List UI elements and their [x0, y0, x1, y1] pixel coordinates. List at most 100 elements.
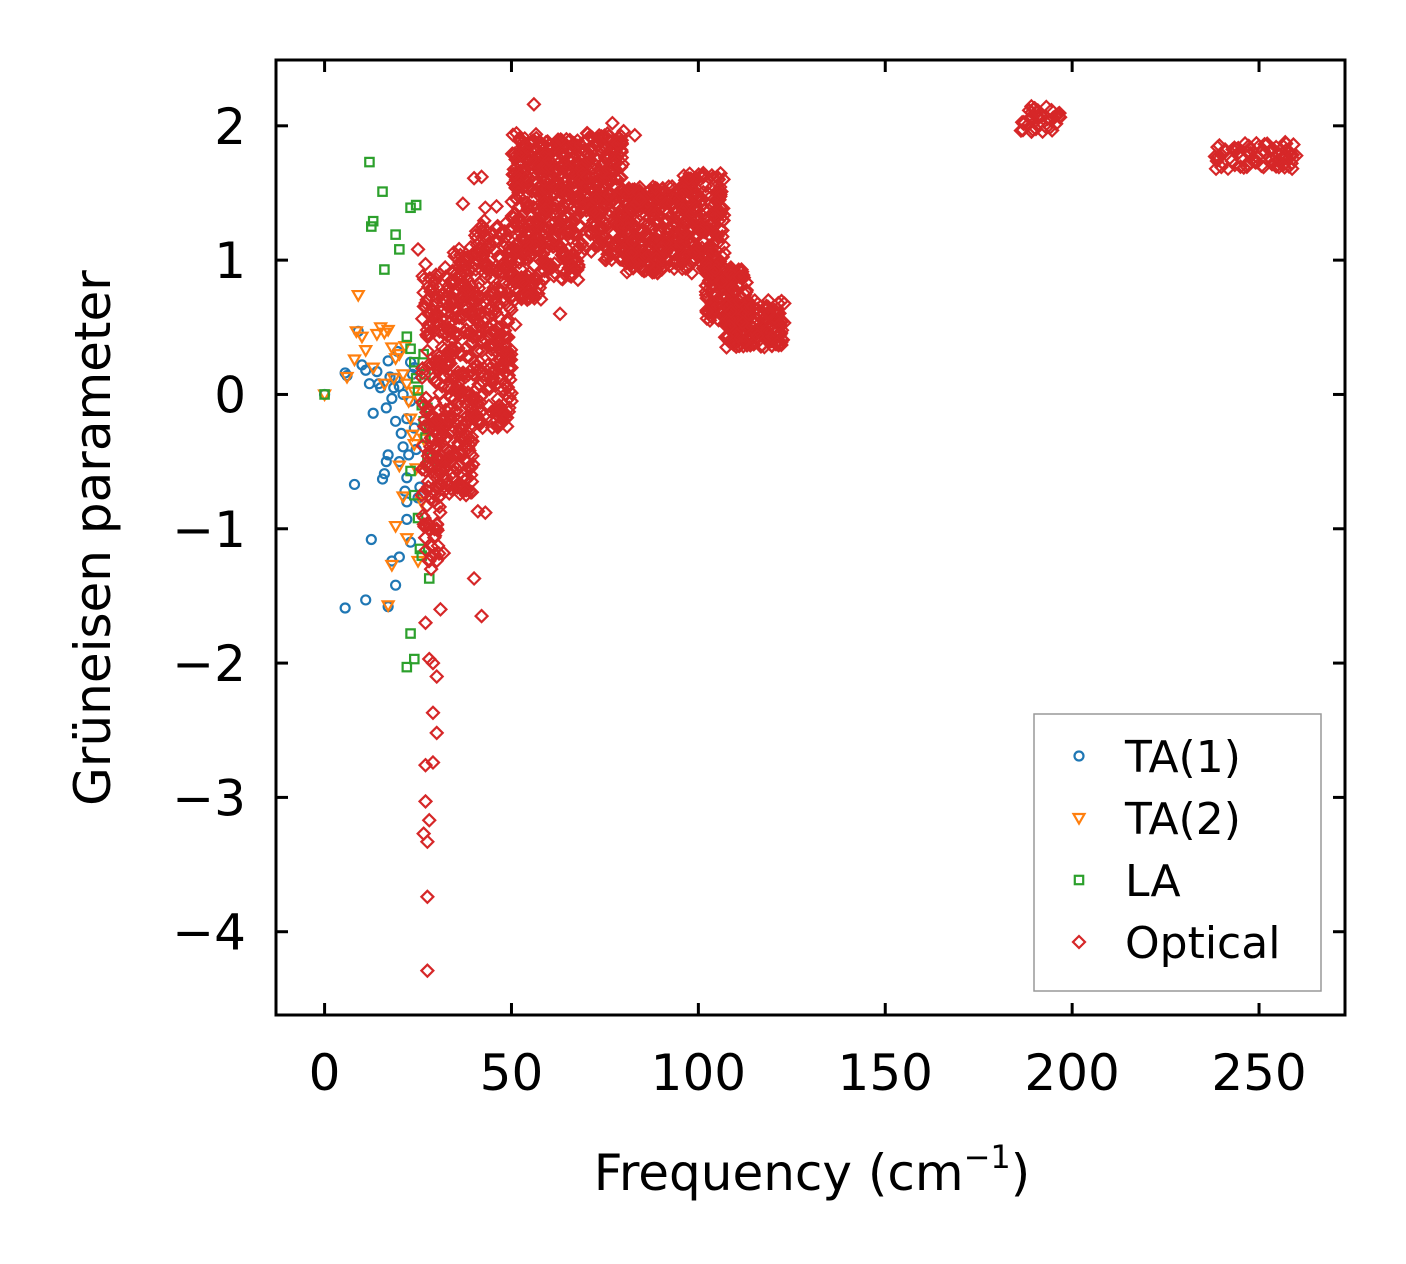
data-point [1024, 104, 1040, 120]
data-point [601, 187, 617, 203]
data-point [399, 378, 415, 392]
data-point [646, 261, 662, 277]
data-point [490, 391, 506, 407]
data-point [517, 194, 533, 210]
data-point [643, 217, 659, 233]
data-point [1048, 116, 1064, 132]
data-point [437, 453, 453, 470]
data-point [419, 329, 435, 345]
data-point [583, 243, 599, 260]
data-point [471, 275, 487, 291]
data-point [574, 160, 590, 176]
data-point [1285, 137, 1301, 153]
data-point [350, 289, 366, 303]
data-point [716, 245, 732, 261]
data-point [473, 413, 489, 429]
data-point [705, 244, 721, 260]
data-point [697, 211, 714, 227]
x-tick-label: 250 [1211, 1044, 1306, 1102]
data-point [425, 655, 441, 671]
data-point [367, 215, 379, 227]
data-point [552, 306, 568, 322]
data-point [623, 245, 639, 261]
data-point [445, 265, 461, 281]
data-point [418, 542, 434, 558]
data-point [704, 263, 720, 279]
data-point [1224, 153, 1240, 169]
data-point [616, 242, 632, 258]
data-point [416, 271, 432, 287]
y-axis-label: Grüneisen parameter [64, 270, 122, 806]
legend-marker [1073, 874, 1085, 886]
data-point [770, 295, 786, 311]
data-point [380, 402, 392, 414]
data-point [462, 437, 478, 453]
data-point [562, 266, 579, 282]
data-point [1278, 143, 1294, 159]
data-point [466, 170, 482, 186]
data-point [584, 143, 600, 159]
data-point [519, 198, 535, 214]
data-point [431, 489, 447, 505]
data-point [508, 237, 524, 253]
data-point [733, 264, 749, 280]
data-point [566, 266, 582, 282]
data-point [525, 135, 541, 151]
x-tick-label: 50 [480, 1044, 544, 1102]
data-point [492, 351, 508, 368]
data-point [440, 299, 456, 315]
data-point [572, 198, 588, 214]
data-point [675, 224, 691, 240]
data-point [339, 371, 355, 385]
data-point [1264, 156, 1280, 172]
data-point [694, 197, 710, 214]
data-point [422, 491, 438, 507]
data-point [506, 161, 522, 177]
data-point [707, 262, 723, 278]
data-point [431, 545, 447, 562]
data-point [538, 220, 554, 237]
data-point [588, 238, 604, 254]
data-point [640, 248, 656, 264]
data-point [457, 250, 473, 266]
data-point [438, 481, 454, 497]
data-point [519, 285, 535, 302]
legend-marker [1071, 812, 1087, 826]
data-point [607, 140, 623, 156]
data-point [382, 449, 394, 461]
data-point [479, 261, 496, 277]
data-point [405, 343, 416, 355]
data-point [703, 243, 719, 260]
y-tick-label: 2 [214, 98, 246, 156]
data-point [528, 284, 544, 300]
data-point [377, 186, 388, 197]
data-point [582, 226, 599, 242]
data-point [450, 435, 466, 451]
data-point [445, 301, 461, 317]
data-point [578, 178, 594, 194]
data-point [358, 345, 374, 358]
x-axis-label-exponent: −1 [964, 1138, 1011, 1176]
data-point [688, 200, 704, 216]
data-point [1276, 156, 1292, 172]
data-point [364, 156, 375, 168]
data-point [395, 427, 407, 440]
data-point [445, 446, 461, 462]
data-point [438, 402, 454, 418]
data-point [519, 169, 535, 185]
data-point [703, 180, 719, 196]
data-point [363, 378, 376, 390]
data-point [454, 388, 471, 404]
data-point [469, 288, 486, 304]
data-point [397, 441, 409, 453]
data-point [561, 223, 578, 239]
data-point [399, 533, 415, 546]
data-point [1043, 102, 1059, 118]
data-point [348, 478, 361, 491]
data-point [718, 339, 735, 355]
data-point [497, 329, 513, 345]
data-point [623, 254, 639, 270]
data-point [522, 249, 538, 265]
data-point [415, 268, 431, 284]
data-point [391, 349, 407, 362]
